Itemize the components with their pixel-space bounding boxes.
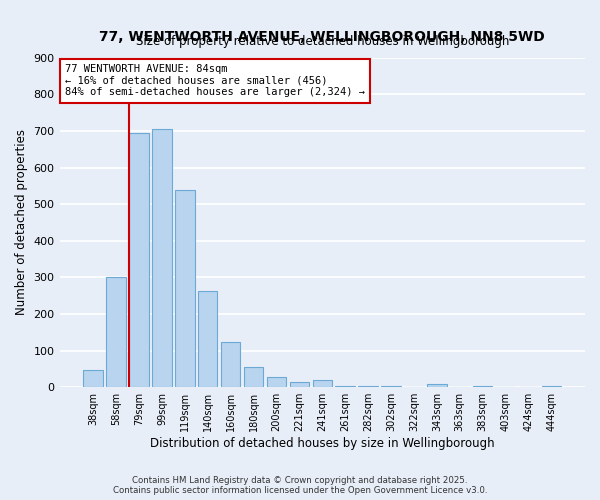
Bar — [427, 384, 446, 387]
Bar — [198, 291, 217, 387]
X-axis label: Distribution of detached houses by size in Wellingborough: Distribution of detached houses by size … — [150, 437, 494, 450]
Bar — [313, 380, 332, 387]
Bar — [152, 129, 172, 387]
Bar — [106, 278, 126, 387]
Text: Contains HM Land Registry data © Crown copyright and database right 2025.
Contai: Contains HM Land Registry data © Crown c… — [113, 476, 487, 495]
Title: 77, WENTWORTH AVENUE, WELLINGBOROUGH, NN8 5WD: 77, WENTWORTH AVENUE, WELLINGBOROUGH, NN… — [100, 30, 545, 44]
Bar — [83, 370, 103, 387]
Bar — [129, 132, 149, 387]
Bar — [381, 386, 401, 387]
Text: 77 WENTWORTH AVENUE: 84sqm
← 16% of detached houses are smaller (456)
84% of sem: 77 WENTWORTH AVENUE: 84sqm ← 16% of deta… — [65, 64, 365, 98]
Text: Size of property relative to detached houses in Wellingborough: Size of property relative to detached ho… — [136, 35, 509, 48]
Bar — [542, 386, 561, 387]
Y-axis label: Number of detached properties: Number of detached properties — [15, 130, 28, 316]
Bar — [175, 190, 194, 387]
Bar — [358, 386, 378, 387]
Bar — [244, 367, 263, 387]
Bar — [267, 377, 286, 387]
Bar — [290, 382, 309, 387]
Bar — [473, 386, 493, 387]
Bar — [221, 342, 241, 387]
Bar — [335, 386, 355, 387]
